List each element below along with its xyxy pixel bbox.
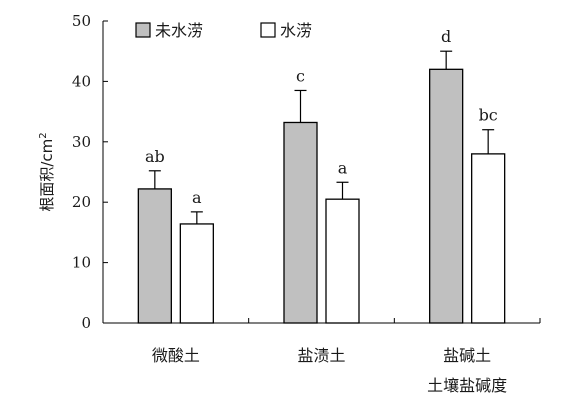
y-tick-label: 30 [72,133,91,151]
significance-label: ab [145,147,165,166]
y-tick-label: 40 [72,72,91,90]
significance-label: c [296,66,305,85]
legend-label: 水涝 [280,21,312,40]
y-axis-title: 根面积/cm2 [38,132,56,211]
bar [137,188,172,324]
y-axis-title-text: 根面积/cm [38,139,56,212]
significance-label: bc [479,106,498,125]
y-tick-label: 0 [81,314,91,332]
significance-label: d [441,27,451,46]
significance-label: a [192,188,202,207]
category-label: 微酸土 [152,346,200,365]
y-tick-label: 20 [72,193,91,211]
bar [325,198,360,324]
y-tick-label: 10 [72,254,91,272]
x-axis-title: 土壤盐碱度 [427,376,507,395]
significance-label: a [338,158,348,177]
y-axis-title-superscript: 2 [38,132,49,138]
legend: 未水涝 水涝 [135,21,312,40]
bar [283,121,318,324]
bar [471,153,506,324]
bar [429,68,464,324]
category-label: 盐碱土 [443,346,491,365]
bars [137,50,506,324]
legend-label: 未水涝 [155,21,203,40]
bar [179,223,214,324]
axes [102,20,541,324]
legend-swatch [260,22,276,38]
category-label: 盐渍土 [297,346,345,365]
legend-swatch [135,22,151,38]
y-tick-label: 50 [72,12,91,30]
